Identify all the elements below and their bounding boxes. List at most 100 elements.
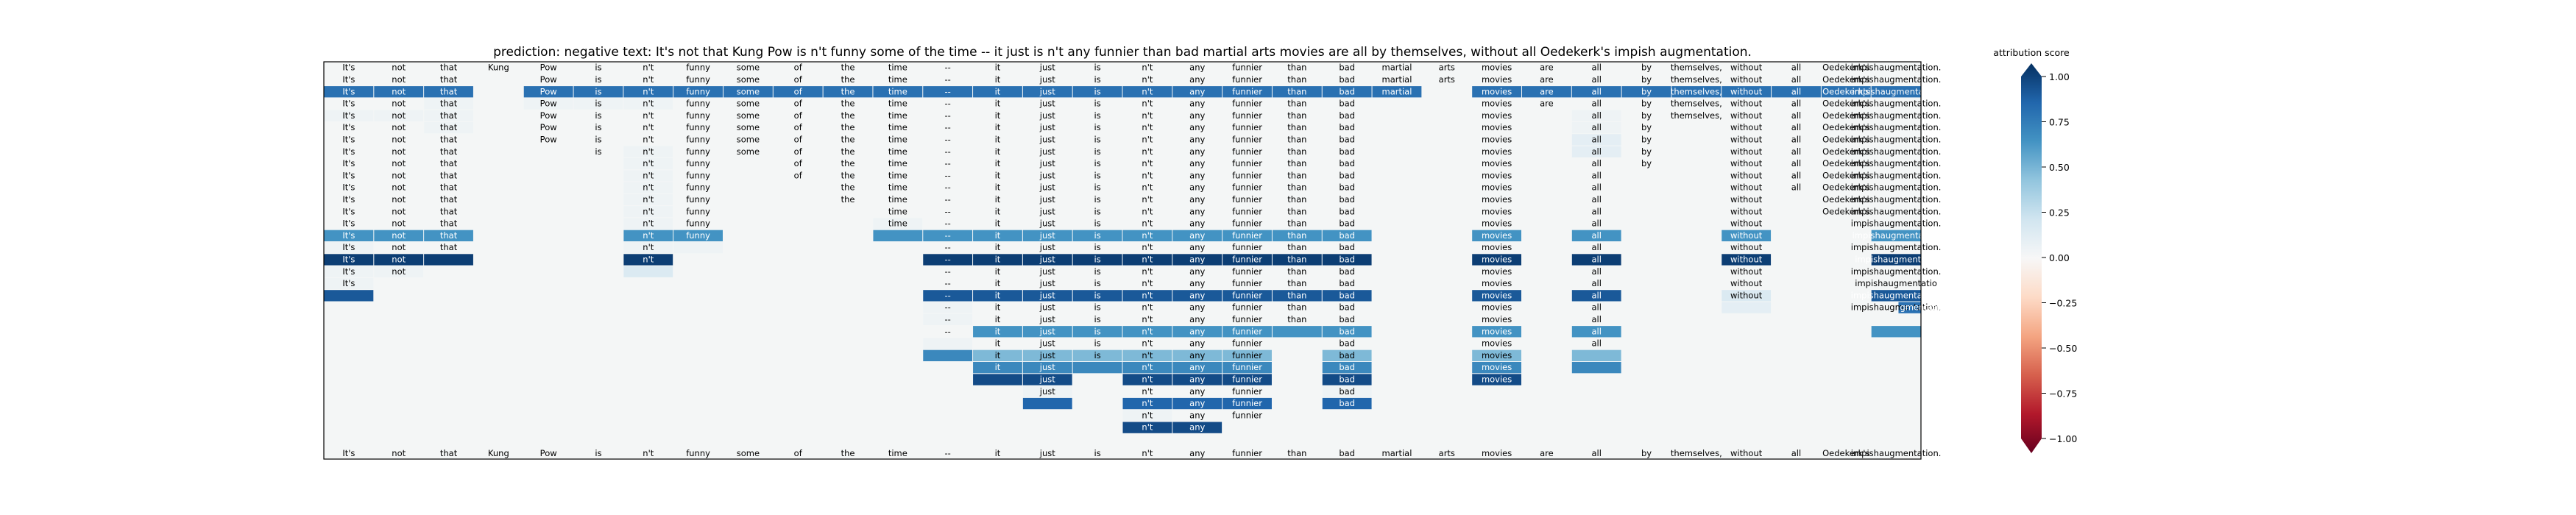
cell-token-label: than <box>1287 242 1306 252</box>
x-tick-label: funnier <box>1232 448 1262 458</box>
cell-token-label: just <box>1039 63 1055 73</box>
heatmap-cell <box>1522 86 1571 98</box>
cell-token-label: is <box>1094 350 1101 360</box>
x-tick-label: martial <box>1382 448 1412 458</box>
x-tick-label: that <box>440 448 458 458</box>
cell-token-label: of <box>794 135 803 145</box>
cell-token-label: it <box>995 110 1001 121</box>
cell-token-label: not <box>392 158 406 168</box>
cell-token-label: the <box>841 194 855 205</box>
cell-token-label: all <box>1592 146 1602 157</box>
cell-token-label: -- <box>945 302 951 313</box>
heatmap-cell <box>923 230 973 241</box>
cell-token-label: funnier <box>1232 386 1262 397</box>
heatmap-cell <box>1022 230 1072 241</box>
cell-token-label: movies <box>1482 170 1512 180</box>
heatmap-cell <box>324 110 374 121</box>
cell-token-label: than <box>1287 314 1306 324</box>
cell-token-label: funnier <box>1232 206 1262 216</box>
heatmap-cell <box>1222 397 1272 410</box>
cell-token-label: bad <box>1339 302 1355 313</box>
cell-token-label: that <box>440 230 458 241</box>
cell-token-label: time <box>888 182 907 193</box>
cell-token-label: is <box>1094 182 1101 193</box>
cell-token-label: themselves, <box>1671 63 1722 73</box>
cell-token-label: funny <box>686 146 710 157</box>
heatmap-cell <box>1122 374 1172 386</box>
cell-token-label: -- <box>945 314 951 324</box>
cell-token-label: the <box>841 135 855 145</box>
cell-token-label: any <box>1189 230 1205 241</box>
cell-token-label: It's <box>342 266 355 277</box>
cell-token-label: some <box>737 110 760 121</box>
cell-token-label: that <box>440 182 458 193</box>
cell-token-label: time <box>888 219 907 229</box>
cell-token-label: just <box>1039 362 1055 372</box>
cell-token-label: -- <box>945 255 951 265</box>
cell-token-label: is <box>1094 63 1101 73</box>
cell-token-label: n't <box>643 99 654 109</box>
cell-token-label: -- <box>945 278 951 288</box>
cell-token-label: funnier <box>1232 146 1262 157</box>
cell-token-label: impishaugmentation. <box>1851 219 1942 229</box>
heatmap-cell <box>973 362 1022 374</box>
cell-token-label: than <box>1287 86 1306 96</box>
cell-token-label: without <box>1730 63 1763 73</box>
cell-token-label: bad <box>1339 122 1355 132</box>
cell-token-label: bad <box>1339 170 1355 180</box>
heatmap-cell <box>1821 86 1871 98</box>
cell-token-label: it <box>995 266 1001 277</box>
cell-token-label: just <box>1039 255 1055 265</box>
heatmap-cell <box>1322 362 1372 374</box>
cell-token-label: any <box>1189 242 1205 252</box>
heatmap-cell <box>973 374 1022 386</box>
cell-token-label: all <box>1592 302 1602 313</box>
cell-token-label: the <box>841 182 855 193</box>
cell-token-label: it <box>995 182 1001 193</box>
cell-token-label: is <box>1094 99 1101 109</box>
cell-token-label: all <box>1592 290 1602 300</box>
cell-token-label: funnier <box>1232 170 1262 180</box>
cell-token-label: by <box>1641 135 1652 145</box>
cell-token-label: time <box>888 122 907 132</box>
cell-token-label: movies <box>1482 278 1512 288</box>
cell-token-label: all <box>1592 314 1602 324</box>
cell-token-label: is <box>1094 206 1101 216</box>
cell-token-label: is <box>1094 146 1101 157</box>
cell-token-label: -- <box>945 99 951 109</box>
cell-token-label: -- <box>945 182 951 193</box>
cell-token-label: is <box>1094 242 1101 252</box>
cell-token-label: are <box>1540 74 1554 85</box>
cell-token-label: all <box>1592 266 1602 277</box>
x-tick-label: n't <box>1142 448 1153 458</box>
heatmap-cell <box>1022 290 1072 302</box>
heatmap-cell <box>923 313 973 326</box>
cell-token-label: n't <box>1142 63 1153 73</box>
cell-token-label: Pow <box>540 135 557 145</box>
heatmap-cell <box>374 254 424 266</box>
cell-token-label: just <box>1039 194 1055 205</box>
cell-token-label: n't <box>1142 170 1153 180</box>
cell-token-label: the <box>841 63 855 73</box>
cell-token-label: it <box>995 158 1001 168</box>
cell-token-label: is <box>1094 326 1101 336</box>
cell-token-label: all <box>1592 194 1602 205</box>
heatmap-cell <box>623 242 673 254</box>
cell-token-label: some <box>737 86 760 96</box>
heatmap-cell <box>973 326 1022 338</box>
cell-token-label: than <box>1287 219 1306 229</box>
cell-token-label: without <box>1730 255 1763 265</box>
cell-token-label: bad <box>1339 314 1355 324</box>
x-tick-label: It's <box>342 448 355 458</box>
cell-token-label: bad <box>1339 242 1355 252</box>
cell-token-label: is <box>1094 74 1101 85</box>
cell-token-label: all <box>1592 230 1602 241</box>
cell-token-label: of <box>794 86 803 96</box>
heatmap-cell <box>1172 374 1222 386</box>
cell-token-label: It's <box>342 194 355 205</box>
cell-token-label: time <box>888 86 907 96</box>
heatmap-cell <box>1571 230 1621 241</box>
cell-token-label: n't <box>1142 338 1153 349</box>
cell-token-label: is <box>1094 170 1101 180</box>
heatmap-cell <box>374 230 424 241</box>
